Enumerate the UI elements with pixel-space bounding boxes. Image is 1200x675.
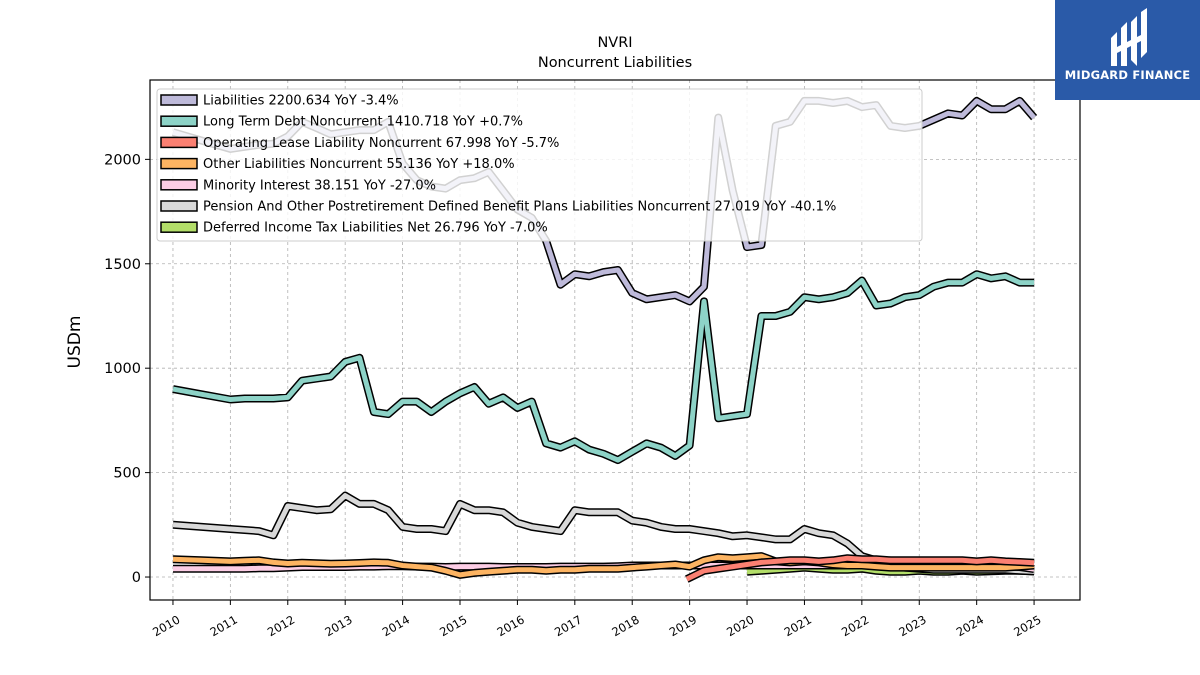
x-tick-label: 2019	[667, 612, 699, 639]
legend: Liabilities 2200.634 YoY -3.4% Long Term …	[156, 88, 923, 242]
legend-label: Liabilities 2200.634 YoY -3.4%	[203, 94, 399, 109]
y-axis-ticks: 0 500 1000 1500 2000	[104, 152, 150, 586]
legend-swatch	[160, 115, 198, 127]
midgard-logo-icon	[1111, 8, 1147, 66]
legend-swatch	[160, 221, 198, 233]
series-layer	[171, 96, 1038, 583]
series-line	[172, 552, 1035, 579]
x-tick-label: 2020	[724, 612, 756, 639]
x-tick-label: 2015	[437, 612, 469, 639]
brand-name: MIDGARD FINANCE	[1064, 68, 1191, 82]
series-stroke	[685, 555, 1035, 582]
legend-box	[156, 88, 923, 242]
x-tick-label: 2013	[322, 612, 354, 639]
series-stroke	[172, 553, 1035, 578]
legend-label: Deferred Income Tax Liabilities Net 26.7…	[203, 221, 548, 236]
chart-subtitle: Noncurrent Liabilities	[538, 55, 692, 71]
y-tick-label: 0	[132, 570, 141, 586]
x-tick-label: 2018	[609, 612, 641, 639]
x-tick-label: 2023	[896, 612, 928, 639]
x-tick-label: 2011	[208, 612, 240, 639]
x-tick-label: 2025	[1011, 612, 1043, 639]
y-axis-label: USDm	[65, 316, 85, 369]
y-tick-label: 2000	[104, 152, 141, 168]
brand-logo: MIDGARD FINANCE	[1055, 0, 1200, 100]
x-tick-label: 2016	[495, 612, 527, 639]
series-line	[172, 270, 1035, 465]
x-tick-label: 2012	[265, 612, 297, 639]
legend-label: Pension And Other Postretirement Defined…	[203, 200, 836, 215]
x-tick-label: 2017	[552, 612, 584, 639]
series-line	[685, 554, 1035, 583]
series-outline	[172, 270, 1035, 465]
legend-swatch	[160, 94, 198, 106]
legend-swatch	[160, 136, 198, 149]
y-tick-label: 500	[113, 466, 141, 482]
legend-label: Minority Interest 38.151 YoY -27.0%	[203, 178, 436, 193]
legend-label: Operating Lease Liability Noncurrent 67.…	[203, 136, 559, 151]
x-axis-ticks: 2010 2011 2012 2013 2014 2015 2016 2017 2018 2019…	[150, 600, 1044, 639]
x-tick-label: 2021	[782, 612, 814, 639]
x-tick-label: 2010	[150, 612, 182, 639]
x-tick-label: 2014	[380, 612, 412, 639]
legend-label: Other Liabilities Noncurrent 55.136 YoY …	[203, 157, 515, 172]
legend-swatch	[160, 157, 198, 170]
legend-swatch	[160, 179, 198, 191]
x-tick-label: 2022	[839, 612, 871, 639]
chart-title: NVRI	[597, 35, 632, 51]
legend-swatch	[160, 200, 198, 212]
plot-frame	[149, 79, 1081, 601]
y-tick-label: 1000	[104, 361, 141, 377]
legend-label: Long Term Debt Noncurrent 1410.718 YoY +…	[203, 115, 523, 130]
y-tick-label: 1500	[104, 257, 141, 273]
series-stroke	[172, 271, 1035, 463]
x-tick-label: 2024	[954, 612, 986, 639]
